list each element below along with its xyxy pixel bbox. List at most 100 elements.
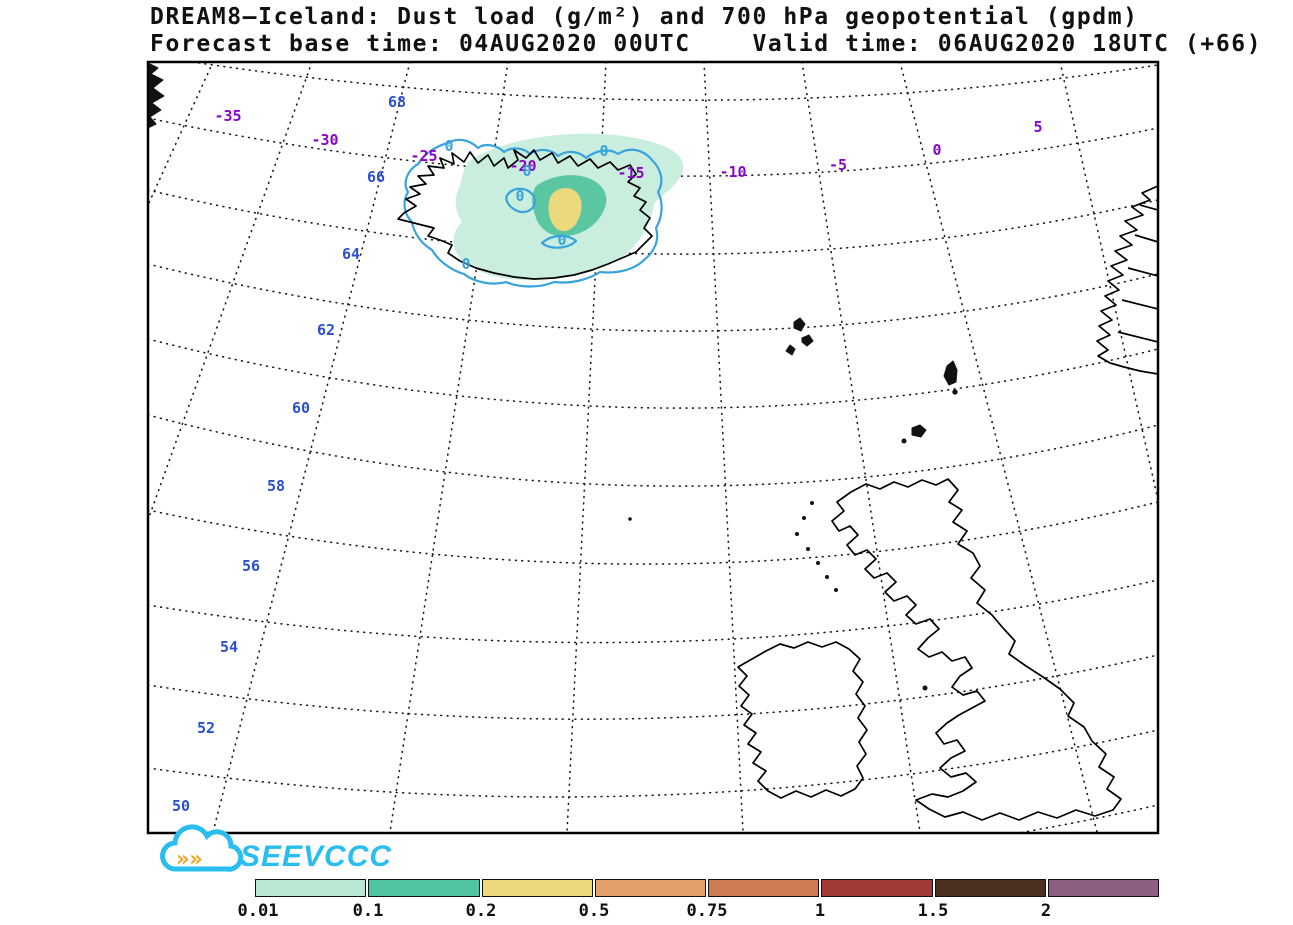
lat-label: 64 (341, 245, 361, 263)
colorbar-segment (934, 879, 1046, 897)
lat-label: 56 (241, 557, 261, 575)
island (801, 334, 814, 347)
contour-zero-label: 0 (557, 231, 567, 249)
lon-label: -20 (509, 157, 537, 175)
colorbar-tick-label: 1.5 (917, 901, 949, 921)
orkney-islands (901, 424, 927, 444)
colorbar-tick-label: 0.75 (686, 901, 728, 921)
lat-label: 60 (291, 399, 311, 417)
contour-zero-label: 0 (522, 162, 532, 180)
colorbar-tick-label: 2 (1040, 901, 1052, 921)
rockall-islet (628, 517, 632, 521)
isle-of-man (922, 685, 928, 691)
contour-loop (540, 234, 578, 249)
graticule-line (149, 63, 214, 205)
island (901, 438, 907, 444)
norway-fjord (1134, 234, 1157, 243)
graticule-line (149, 338, 1157, 409)
graticule-line (149, 654, 1157, 720)
great-britain-coastline (831, 478, 1122, 821)
graticule-line (149, 579, 1157, 644)
ireland-coastline (737, 641, 868, 799)
colorbar-tick-label: 0.5 (578, 901, 610, 921)
colorbar-segment (255, 879, 367, 897)
island (793, 317, 806, 332)
island (785, 344, 796, 356)
lat-label: 62 (316, 321, 336, 339)
contour-zero-label: 0 (444, 137, 454, 155)
colorbar-tick-label: 0.1 (352, 901, 384, 921)
colorbar-tick-label: 0.01 (237, 901, 279, 921)
lon-label: -35 (214, 107, 242, 125)
island (911, 424, 927, 438)
dust-area-heavy (548, 188, 582, 232)
seevccc-cloud-logo: »» (160, 824, 244, 872)
colorbar-tick-label: 1 (814, 901, 826, 921)
island (802, 516, 806, 520)
colorbar-labels: 0.01 0.1 0.2 0.5 0.75 1 1.5 2 (238, 901, 1159, 923)
lon-label: 5 (1033, 118, 1043, 136)
graticule-line (194, 63, 1157, 101)
graticule-line (149, 501, 1157, 565)
colorbar-segment (1047, 879, 1159, 897)
forecast-time-subtitle: Forecast base time: 04AUG2020 00UTC Vali… (150, 31, 1263, 57)
colorbar-segment (594, 879, 706, 897)
logo-arrows-icon: »» (176, 847, 203, 872)
seevccc-logo: SEEVCCC (148, 834, 408, 876)
faroe-islands (785, 317, 814, 356)
contour-loop (505, 187, 536, 214)
lat-label: 50 (171, 797, 191, 815)
graticule-line (899, 63, 1098, 832)
norway-fjord (1139, 204, 1157, 211)
lon-label: -25 (410, 147, 438, 165)
colorbar-segment (368, 879, 480, 897)
logo-text: SEEVCCC (240, 840, 393, 873)
island (943, 360, 958, 386)
lat-label: 66 (366, 168, 386, 186)
shetland-islands (943, 360, 958, 395)
map-border (146, 60, 1160, 835)
colorbar-segment (708, 879, 820, 897)
graticule-line (149, 189, 1157, 255)
lat-label: 68 (387, 93, 407, 111)
island (816, 561, 820, 565)
island (810, 501, 814, 505)
contour-zero-label: 0 (599, 142, 609, 160)
lon-label: -15 (617, 164, 645, 182)
lon-label: -5 (828, 156, 848, 174)
graticule-line (703, 63, 744, 832)
iceland-coastline (397, 149, 653, 280)
graticule-line (212, 63, 411, 832)
island (795, 532, 799, 536)
contour-zero-label: 0 (461, 255, 471, 273)
norway-coastline (1096, 185, 1157, 375)
hebrides-islands (795, 501, 838, 592)
page-title: DREAM8—Iceland: Dust load (g/m²) and 700… (150, 4, 1139, 30)
island (952, 389, 958, 395)
norway-fjord (1117, 331, 1157, 343)
colorbar-tick-label: 0.2 (465, 901, 497, 921)
lon-label: 0 (932, 141, 942, 159)
lon-label: -10 (719, 163, 747, 181)
graticule (149, 63, 1157, 832)
colorbar-segment (821, 879, 933, 897)
graticule-line (149, 63, 313, 520)
graticule-line (149, 263, 1157, 332)
island (834, 588, 838, 592)
island (825, 575, 829, 579)
graticule-line (149, 729, 1157, 798)
lat-label: 58 (266, 477, 286, 495)
greenland-coast-fragment (149, 63, 165, 129)
graticule-line (801, 63, 921, 832)
norway-fjord (1127, 267, 1157, 277)
cloud-icon (160, 824, 244, 872)
colorbar-segment (481, 879, 593, 897)
island (806, 547, 810, 551)
graticule-line (149, 414, 1157, 487)
dust-load-colorbar (255, 879, 1159, 897)
lat-label: 52 (196, 719, 216, 737)
norway-fjord (1121, 299, 1157, 310)
lon-label: -30 (311, 131, 339, 149)
